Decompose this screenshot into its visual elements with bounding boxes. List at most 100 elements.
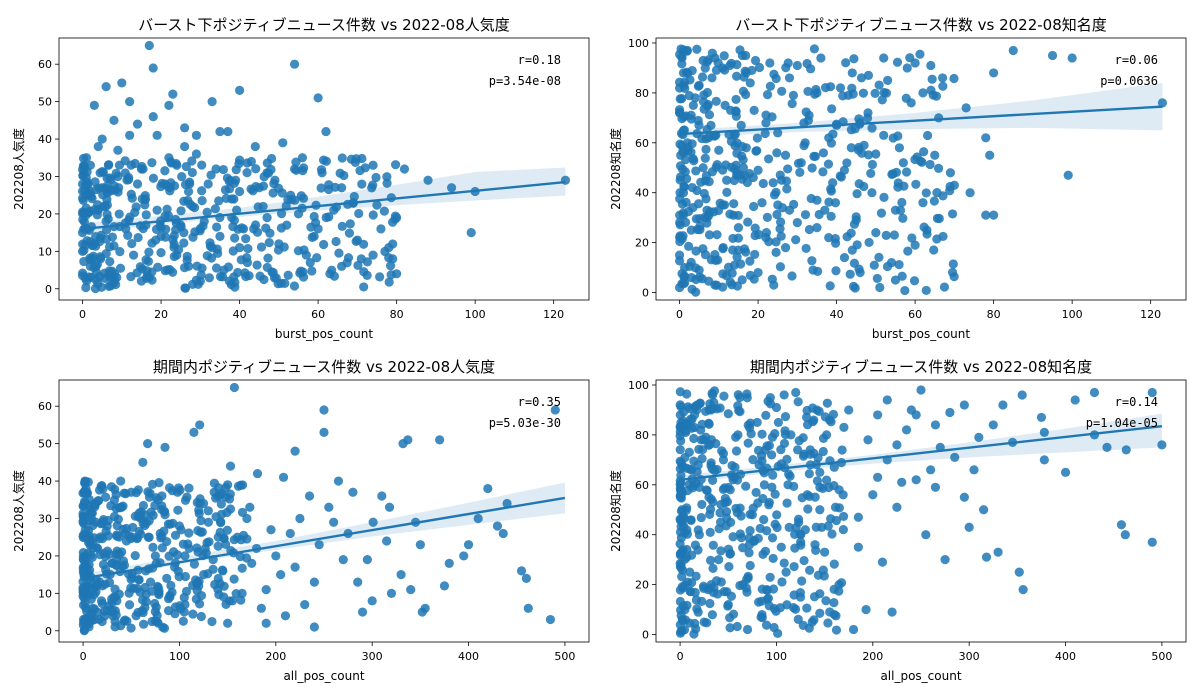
data-point	[77, 164, 88, 175]
data-point	[926, 60, 936, 71]
data-point	[148, 510, 158, 520]
data-point	[742, 389, 752, 399]
data-point	[685, 586, 695, 597]
x-tick-label: 500	[1151, 650, 1172, 663]
data-point	[184, 528, 194, 538]
data-point	[435, 435, 445, 445]
data-point	[268, 188, 278, 198]
data-point	[902, 63, 912, 73]
data-point	[776, 459, 786, 469]
x-tick-label: 400	[1055, 650, 1076, 663]
data-point	[731, 94, 741, 105]
data-point	[234, 85, 245, 95]
data-point	[700, 153, 710, 163]
data-point	[930, 150, 940, 160]
data-point	[80, 180, 90, 190]
data-point	[244, 271, 254, 281]
data-point	[848, 624, 859, 635]
data-point	[873, 472, 883, 482]
data-point	[271, 273, 281, 283]
data-point	[787, 99, 797, 109]
data-point	[231, 589, 241, 599]
data-point	[444, 558, 454, 569]
data-point	[801, 243, 811, 254]
data-point	[745, 270, 756, 280]
data-point	[798, 451, 809, 461]
data-point	[723, 262, 734, 272]
x-tick-label: 300	[362, 650, 383, 663]
data-point	[732, 281, 742, 291]
data-point	[197, 196, 207, 206]
data-point	[138, 500, 148, 511]
data-point	[351, 236, 361, 247]
data-point	[107, 558, 117, 568]
data-point	[473, 513, 483, 524]
data-point	[736, 533, 747, 543]
data-point	[725, 209, 735, 219]
regression-line	[679, 424, 1163, 482]
data-point	[723, 601, 733, 611]
data-point	[762, 441, 772, 451]
data-point	[207, 616, 217, 627]
data-point	[894, 260, 904, 270]
data-point	[137, 161, 147, 172]
data-point	[688, 480, 699, 490]
data-point	[362, 257, 373, 267]
data-point	[722, 187, 732, 197]
data-point	[312, 253, 322, 263]
data-point	[483, 483, 493, 494]
data-point	[765, 81, 775, 91]
data-point	[989, 68, 999, 78]
data-point	[826, 138, 836, 148]
data-point	[743, 573, 753, 583]
data-point	[80, 477, 90, 488]
data-point	[746, 429, 756, 439]
data-point	[773, 417, 783, 428]
data-point	[423, 175, 433, 185]
data-point	[842, 158, 852, 168]
data-point	[849, 54, 859, 64]
data-point	[809, 44, 820, 54]
data-point	[694, 444, 704, 454]
data-point	[800, 210, 811, 220]
data-point	[751, 487, 761, 498]
data-point	[799, 118, 809, 128]
data-point	[704, 276, 714, 286]
data-point	[826, 184, 836, 194]
data-point	[702, 618, 712, 628]
data-point	[767, 450, 777, 460]
data-point	[704, 177, 714, 187]
y-tick-label: 60	[635, 137, 649, 150]
data-point	[677, 140, 687, 151]
data-point	[693, 607, 703, 617]
data-point	[290, 446, 300, 456]
data-point	[803, 86, 813, 97]
data-point	[446, 183, 457, 193]
data-point	[818, 446, 828, 457]
data-point	[705, 598, 715, 609]
x-tick-label: 100	[1062, 308, 1083, 321]
data-point	[693, 545, 703, 555]
x-tick-label: 60	[908, 308, 922, 321]
data-point	[163, 606, 174, 616]
data-point	[148, 63, 158, 73]
data-point	[278, 138, 288, 148]
data-point	[826, 417, 836, 427]
data-point	[775, 262, 786, 272]
data-point	[879, 192, 889, 203]
data-point	[810, 151, 820, 162]
data-point	[877, 557, 888, 567]
data-point	[368, 160, 378, 170]
data-point	[151, 493, 161, 503]
data-point	[881, 230, 891, 240]
data-point	[197, 160, 207, 170]
data-point	[693, 81, 703, 91]
x-tick-label: 60	[311, 308, 325, 321]
data-point	[748, 455, 758, 465]
data-point	[147, 586, 157, 596]
data-point	[184, 483, 194, 493]
data-point	[795, 167, 805, 177]
data-point	[873, 410, 883, 420]
data-point	[367, 596, 377, 606]
data-point	[79, 497, 90, 507]
